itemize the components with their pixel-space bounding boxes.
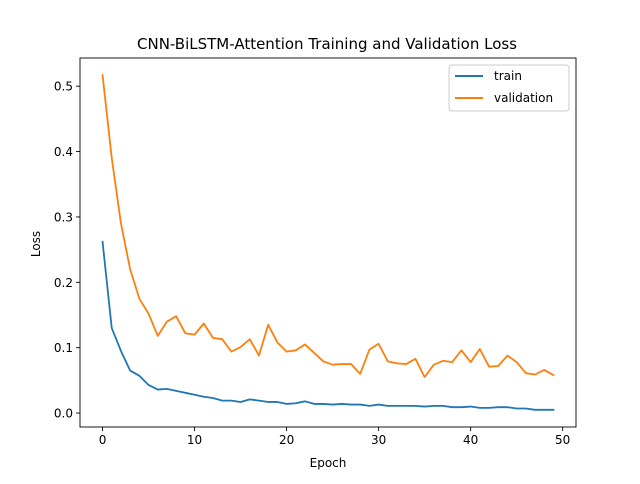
y-tick-label: 0.1 <box>54 341 73 355</box>
legend: train validation <box>448 64 570 112</box>
series-line-validation <box>101 74 555 379</box>
y-axis-label: Loss <box>29 231 43 257</box>
x-axis-ticks: 0 10 20 30 40 50 <box>99 427 570 447</box>
y-tick-label: 0.4 <box>54 145 73 159</box>
x-tick-label: 30 <box>371 433 386 447</box>
plot-frame <box>79 57 577 428</box>
x-axis-label: Epoch <box>310 456 347 470</box>
y-tick-label: 0.0 <box>54 407 73 421</box>
x-tick-label: 0 <box>99 433 107 447</box>
legend-label-validation: validation <box>494 91 553 105</box>
x-tick-label: 40 <box>463 433 478 447</box>
series-line-train <box>101 240 555 411</box>
plot-lines <box>101 74 555 411</box>
chart-title: CNN-BiLSTM-Attention Training and Valida… <box>137 35 517 53</box>
y-tick-label: 0.3 <box>54 210 73 224</box>
y-tick-label: 0.2 <box>54 276 73 290</box>
legend-label-train: train <box>494 69 522 83</box>
x-tick-label: 10 <box>187 433 202 447</box>
x-tick-label: 50 <box>555 433 570 447</box>
y-axis-ticks: 0.0 0.1 0.2 0.3 0.4 0.5 <box>54 80 80 421</box>
y-tick-label: 0.5 <box>54 80 73 94</box>
x-tick-label: 20 <box>279 433 294 447</box>
